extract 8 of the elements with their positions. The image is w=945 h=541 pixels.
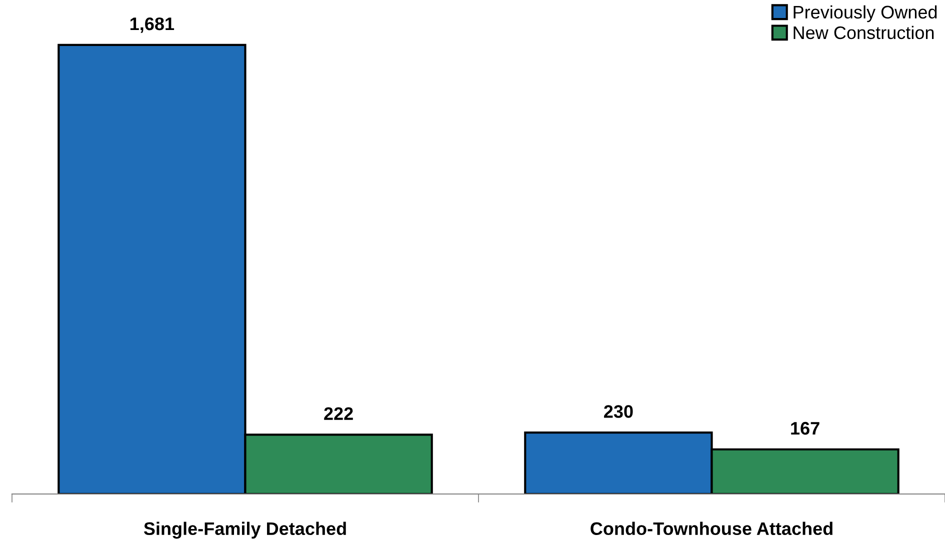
- data-label: 1,681: [130, 17, 174, 33]
- x-tick-label: Condo-Townhouse Attached: [590, 522, 832, 536]
- data-label: 230: [604, 405, 633, 418]
- data-label: 222: [324, 407, 353, 420]
- legend-label: Previously Owned: [794, 5, 937, 22]
- x-tick-label: Single-Family Detached: [144, 522, 346, 539]
- data-label: 167: [791, 422, 820, 435]
- legend-label: New Construction: [794, 26, 934, 40]
